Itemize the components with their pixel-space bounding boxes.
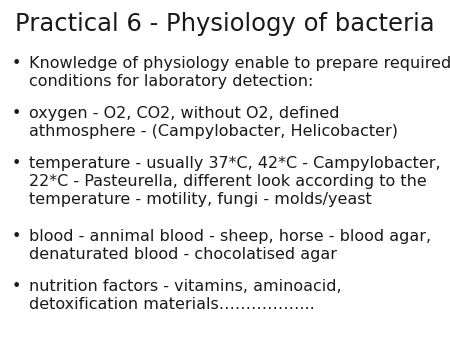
Text: Knowledge of physiology enable to prepare required
conditions for laboratory det: Knowledge of physiology enable to prepar… — [29, 56, 450, 89]
Text: blood - annimal blood - sheep, horse - blood agar,
denaturated blood - chocolati: blood - annimal blood - sheep, horse - b… — [29, 229, 432, 262]
Text: temperature - usually 37*C, 42*C - Campylobacter,
22*C - Pasteurella, different : temperature - usually 37*C, 42*C - Campy… — [29, 156, 441, 207]
Text: •: • — [11, 106, 21, 121]
Text: •: • — [11, 156, 21, 171]
Text: Practical 6 - Physiology of bacteria: Practical 6 - Physiology of bacteria — [15, 12, 435, 36]
Text: nutrition factors - vitamins, aminoacid,
detoxification materials……………...: nutrition factors - vitamins, aminoacid,… — [29, 279, 342, 312]
Text: oxygen - O2, CO2, without O2, defined
athmosphere - (Campylobacter, Helicobacter: oxygen - O2, CO2, without O2, defined at… — [29, 106, 398, 139]
Text: •: • — [11, 229, 21, 244]
Text: •: • — [11, 279, 21, 294]
Text: •: • — [11, 56, 21, 71]
